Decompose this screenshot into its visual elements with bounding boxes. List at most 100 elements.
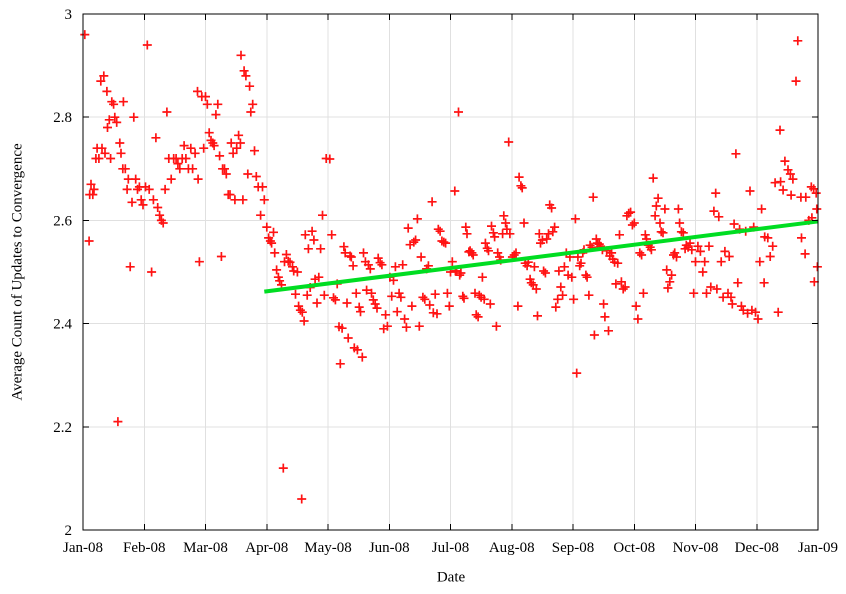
data-point-plus-marker [755,257,765,267]
data-point-plus-marker [702,288,711,298]
data-point-plus-marker [499,211,509,221]
data-point-plus-marker [122,184,132,194]
data-point-plus-marker [129,112,139,122]
data-point-plus-marker [204,128,214,138]
data-point-plus-marker [540,268,550,278]
y-tick-label: 3 [65,7,73,23]
data-point-plus-marker [442,288,452,298]
data-point-plus-marker [236,50,246,60]
data-point-plus-marker [100,148,110,158]
data-point-plus-marker [462,229,472,239]
data-point-plus-marker [751,307,760,317]
data-point-plus-marker [470,288,480,298]
data-point-plus-marker [144,184,154,194]
data-point-plus-marker [662,265,672,275]
data-point-plus-marker [318,210,327,220]
data-point-plus-marker [96,76,106,86]
data-point-plus-marker [283,256,293,266]
data-point-plus-marker [327,230,337,240]
data-point-plus-marker [505,229,515,239]
data-point-plus-marker [104,115,114,125]
data-point-plus-marker [493,248,503,258]
data-point-plus-marker [620,282,630,292]
data-point-plus-marker [531,284,541,294]
data-point-plus-marker [300,230,310,240]
data-point-plus-marker [288,262,297,272]
data-point-plus-marker [392,307,402,317]
data-point-plus-marker [80,30,90,40]
data-point-plus-marker [329,293,338,303]
data-point-plus-marker [299,316,309,326]
data-point-plus-marker [584,290,594,300]
x-axis-title: Date [436,569,466,586]
data-point-plus-marker [698,267,708,277]
data-point-plus-marker [800,249,810,259]
data-point-plus-marker [226,138,236,148]
data-point-plus-marker [589,330,599,340]
data-point-plus-marker [611,279,621,289]
data-point-plus-marker [461,222,471,232]
data-point-plus-marker [516,181,526,191]
data-point-plus-marker [615,230,624,240]
data-point-plus-marker [202,99,212,109]
data-point-plus-marker [265,236,275,246]
data-point-plus-marker [194,257,204,267]
data-point-plus-marker [110,112,120,122]
x-tick-label: Aug-08 [489,540,535,556]
data-point-plus-marker [339,242,349,252]
data-point-plus-marker [638,288,648,298]
data-point-plus-marker [648,173,658,183]
data-point-plus-marker [454,107,463,117]
data-point-plus-marker [678,228,688,238]
data-point-plus-marker [228,148,238,158]
data-point-plus-marker [473,312,483,322]
data-point-plus-marker [585,240,595,250]
data-point-plus-marker [502,224,512,234]
data-point-plus-marker [554,266,564,276]
data-point-plus-marker [346,252,356,262]
data-point-plus-marker [113,417,123,427]
tick-labels: Jan-08 Feb-08 Mar-08 Apr-08 May-08 Jun-08 Jul-… [53,7,838,556]
data-point-plus-marker [142,40,152,50]
data-point-plus-marker [785,169,795,179]
data-point-plus-marker [162,107,172,117]
data-point-plus-marker [356,307,365,317]
data-point-plus-marker [272,265,282,275]
data-point-plus-marker [351,288,361,298]
data-point-plus-marker [588,192,598,202]
data-point-plus-marker [225,190,235,200]
data-point-plus-marker [613,258,623,268]
data-point-plus-marker [368,295,378,305]
data-point-plus-marker [727,299,737,309]
x-tick-label: Mar-08 [183,540,228,556]
data-point-plus-marker [714,212,724,222]
data-point-plus-marker [84,236,94,246]
data-point-plus-marker [695,246,705,256]
data-point-plus-marker [439,237,449,247]
data-point-plus-marker [211,110,221,120]
data-point-plus-marker [450,186,460,196]
data-point-plus-marker [337,323,347,333]
data-point-plus-marker [704,241,714,251]
data-point-plus-marker [600,312,610,322]
data-point-plus-marker [724,252,734,261]
data-point-plus-marker [357,352,367,362]
data-point-plus-marker [193,86,202,96]
data-point-plus-marker [294,301,304,311]
scatter-points [80,30,822,504]
data-point-plus-marker [604,326,613,336]
data-point-plus-marker [729,219,739,229]
x-tick-label: Apr-08 [245,540,288,556]
data-point-plus-marker [181,154,191,163]
data-point-plus-marker [99,71,109,81]
data-point-plus-marker [278,463,288,473]
data-point-plus-marker [477,272,487,282]
data-point-plus-marker [292,267,302,277]
data-point-plus-marker [458,291,468,301]
data-point-plus-marker [400,314,410,324]
data-point-plus-marker [776,177,786,187]
data-point-plus-marker [425,300,435,310]
data-point-plus-marker [238,195,248,205]
data-point-plus-marker [726,292,736,302]
data-point-plus-marker [309,235,319,245]
